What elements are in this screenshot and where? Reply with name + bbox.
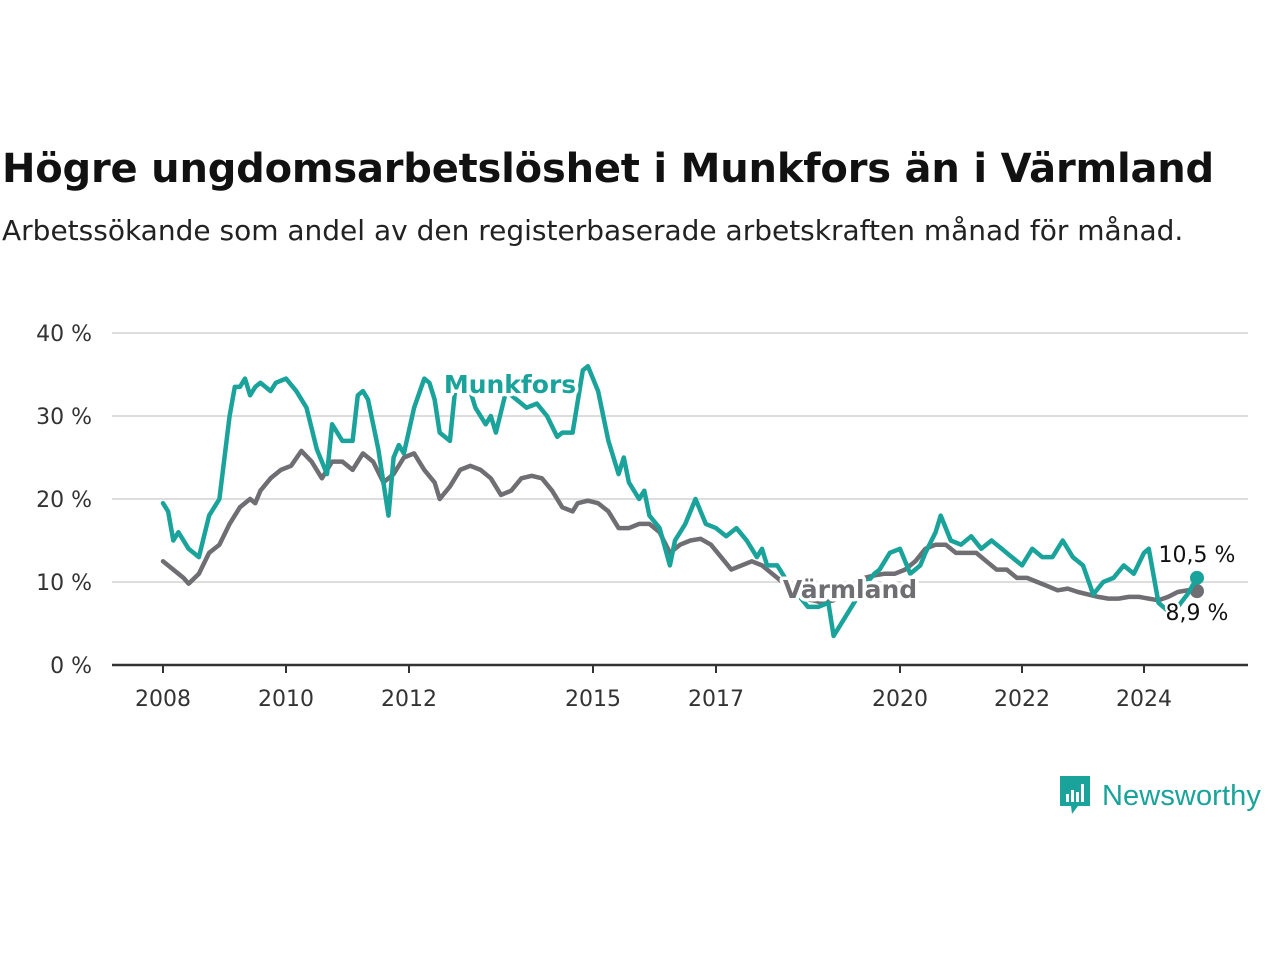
x-tick-label: 2017 <box>688 687 744 712</box>
series-end-label: 10,5 % <box>1159 543 1236 568</box>
y-tick-label: 40 % <box>36 322 92 347</box>
y-axis-labels: 0 % 10 % 20 % 30 % 40 % <box>36 322 92 679</box>
grid-lines <box>112 332 1248 583</box>
x-tick-label: 2015 <box>565 687 621 712</box>
series-name-label: Värmland <box>783 575 917 604</box>
series-labels: Munkfors Värmland 10,5 % 8,9 % <box>440 367 1238 629</box>
x-tick-label: 2024 <box>1116 687 1172 712</box>
series-line-0 <box>160 363 1200 639</box>
x-tick-label: 2022 <box>994 687 1050 712</box>
y-tick-label: 30 % <box>36 405 92 430</box>
x-tick-label: 2010 <box>258 687 314 712</box>
chart-title: Högre ungdomsarbetslöshet i Munkfors än … <box>2 146 1214 192</box>
x-tick-label: 2008 <box>135 687 191 712</box>
series-end-point-0 <box>1190 570 1204 585</box>
series-end-label: 8,9 % <box>1166 601 1229 626</box>
newsworthy-logo-icon <box>1060 776 1090 814</box>
y-tick-label: 10 % <box>36 571 92 596</box>
y-tick-label: 20 % <box>36 488 92 513</box>
series-name-label: Munkfors <box>444 370 576 399</box>
series-lines <box>160 363 1204 639</box>
newsworthy-brand: Newsworthy <box>1058 774 1261 818</box>
y-tick-label: 0 % <box>50 654 92 679</box>
chart-subtitle: Arbetssökande som andel av den registerb… <box>2 214 1184 247</box>
x-tick-label: 2020 <box>872 687 928 712</box>
series-line-1 <box>160 448 1200 606</box>
brand-name: Newsworthy <box>1102 779 1261 812</box>
x-tick-label: 2012 <box>381 687 437 712</box>
x-axis: 2008 2010 2012 2015 2017 2020 2022 2024 <box>112 663 1248 712</box>
line-chart: 0 % 10 % 20 % 30 % 40 % 2008 2010 2012 2015 2017… <box>36 322 1248 712</box>
